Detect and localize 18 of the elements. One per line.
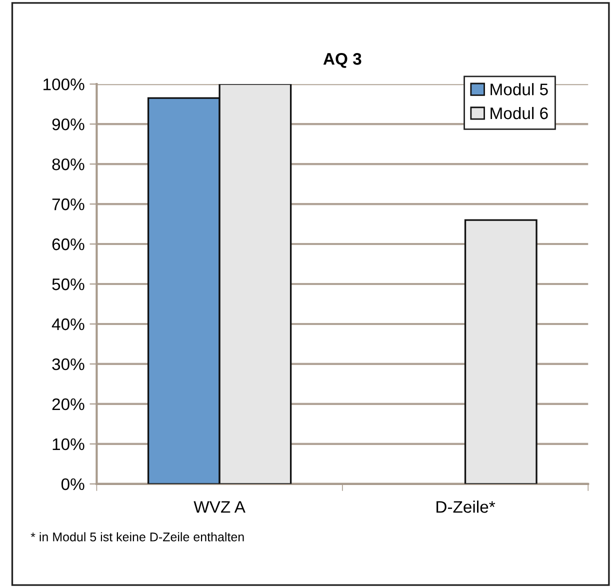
y-tick-label: 100%: [44, 78, 84, 90]
legend-label: Modul 6: [490, 106, 548, 120]
y-tick-label: 40%: [52, 318, 84, 330]
y-tick-label: 0%: [61, 478, 84, 490]
bar: [464, 219, 538, 484]
chart-title: AQ 3: [323, 53, 362, 68]
legend-label: Modul 5: [490, 83, 548, 96]
y-tick-label: 50%: [52, 278, 84, 290]
x-tick-label: WVZ A: [194, 501, 246, 513]
text: * in Modul 5 ist keine D-Zeile enthalten: [30, 532, 244, 542]
y-tick-label: 30%: [52, 358, 84, 370]
x-tick-label: D-Zeile*: [436, 500, 496, 513]
y-tick-label: 20%: [52, 398, 84, 410]
y-tick-label: 90%: [52, 118, 84, 130]
y-tick-label: 70%: [52, 198, 84, 210]
y-tick-label: 80%: [52, 158, 84, 170]
y-tick-label: 10%: [52, 438, 84, 450]
y-tick-label: 60%: [52, 238, 84, 250]
